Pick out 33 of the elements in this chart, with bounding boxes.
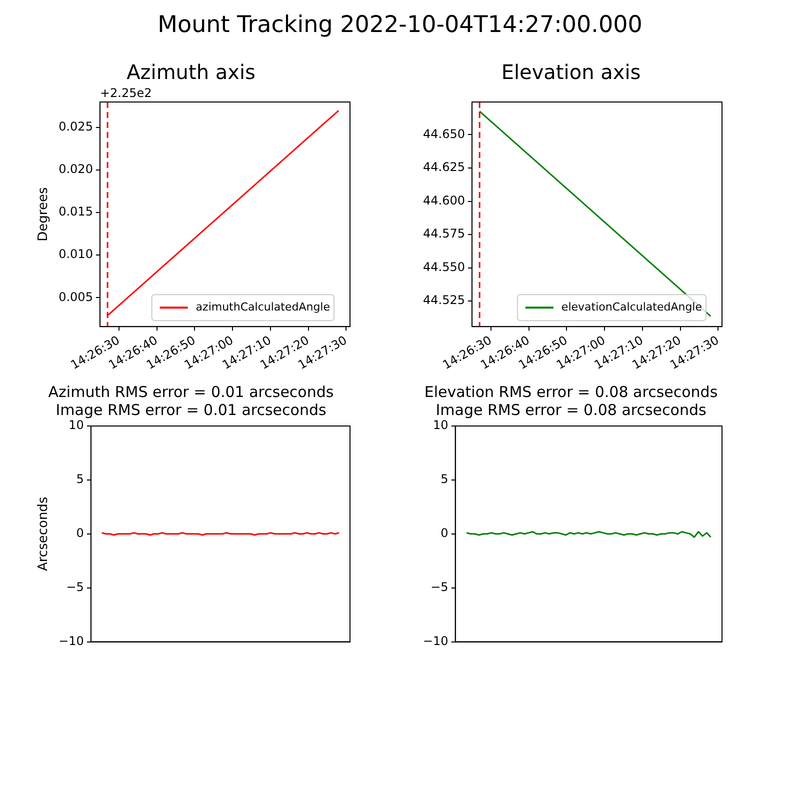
- chart-subtitle: Image RMS error = 0.01 arcseconds: [56, 400, 326, 419]
- y-tick-label: 0.005: [58, 290, 93, 304]
- chart-title: Elevation RMS error = 0.08 arcseconds: [424, 382, 718, 401]
- chart-title: Elevation axis: [501, 60, 641, 84]
- y-tick-label: −5: [430, 580, 448, 594]
- legend-label: azimuthCalculatedAngle: [196, 300, 330, 314]
- chart-title: Azimuth RMS error = 0.01 arcseconds: [48, 382, 334, 401]
- y-tick-label: −10: [422, 634, 448, 648]
- y-tick-label: 0.015: [58, 204, 93, 219]
- y-tick-label: 44.600: [422, 193, 465, 208]
- y-tick-label: 0.010: [58, 247, 93, 262]
- y-tick-label: 0.025: [58, 120, 93, 134]
- y-axis-title: Arcseconds: [36, 496, 52, 572]
- y-tick-label: 44.550: [422, 260, 465, 274]
- y-tick-label: −5: [66, 580, 84, 594]
- y-tick-label: 44.650: [422, 126, 465, 141]
- chart-title: Azimuth axis: [126, 60, 256, 84]
- text: +2.25e2: [100, 86, 152, 100]
- y-tick-label: 44.625: [422, 160, 465, 174]
- y-tick-label: 0: [76, 526, 84, 540]
- legend-label: elevationCalculatedAngle: [561, 300, 702, 314]
- y-tick-label: 0.020: [58, 162, 93, 176]
- y-tick-label: 0: [440, 526, 448, 540]
- chart-subtitle: Image RMS error = 0.08 arcseconds: [436, 400, 706, 419]
- y-tick-label: 44.525: [422, 293, 465, 308]
- y-tick-label: 44.575: [422, 226, 465, 241]
- text: Mount Tracking 2022-10-04T14:27:00.000: [156, 12, 644, 38]
- y-tick-label: 10: [68, 418, 84, 432]
- y-tick-label: 5: [76, 472, 84, 486]
- y-tick-label: 10: [433, 418, 448, 432]
- y-axis-title: Degrees: [36, 187, 52, 242]
- y-tick-label: 5: [440, 472, 448, 486]
- y-tick-label: −10: [58, 634, 84, 648]
